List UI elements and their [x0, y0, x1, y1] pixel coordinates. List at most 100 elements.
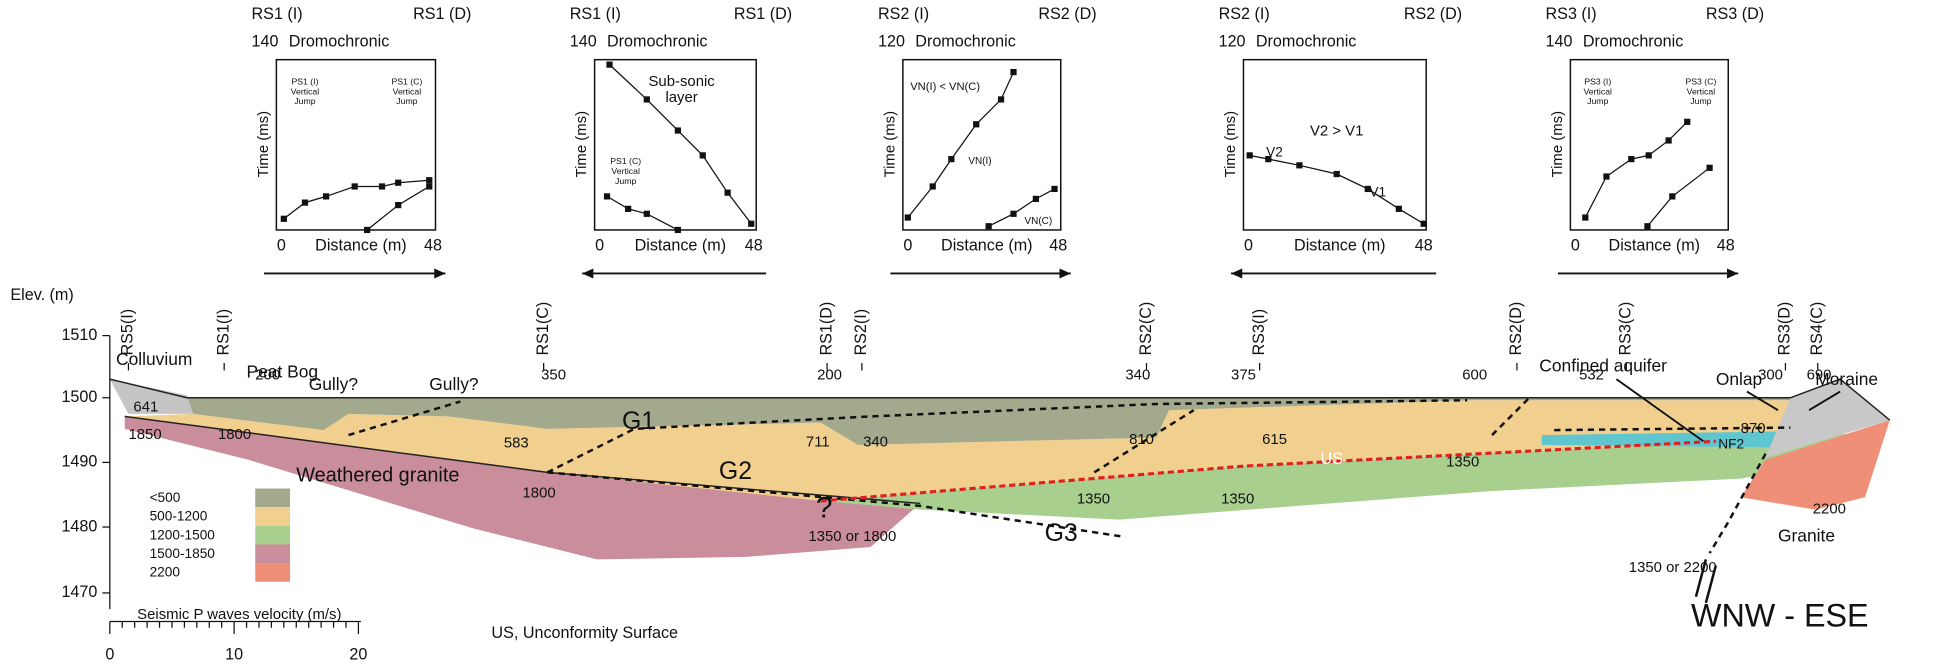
travel-time-point: [948, 156, 954, 162]
arrow-head: [1727, 268, 1738, 278]
profile-label: RS3(D): [1776, 302, 1794, 356]
inset-note: Sub-sonic: [648, 74, 715, 90]
inset-x0: 0: [595, 236, 604, 254]
velocity-label: 690: [1807, 367, 1832, 383]
travel-time-point: [905, 214, 911, 220]
elevation-tick-label: 1510: [61, 326, 97, 344]
profile-label: RS1(D): [817, 302, 835, 356]
feature-label: Gully?: [309, 374, 359, 394]
velocity-label: 200: [255, 367, 280, 383]
inset-left-label: RS1 (I): [252, 5, 303, 23]
travel-time-point: [395, 202, 401, 208]
inset-ylabel: Time (ms): [1550, 111, 1566, 178]
inset-max: 140: [1546, 33, 1573, 51]
feature-label: Onlap: [1716, 369, 1762, 389]
inset-left-label: RS1 (I): [570, 5, 621, 23]
dromochronic-inset: RS2 (I)RS2 (D)120DromochronicTime (ms)0D…: [878, 5, 1097, 278]
travel-time-point: [1665, 137, 1671, 143]
page: US, Unconformity Surface WNW - ESE Seism…: [0, 0, 1940, 670]
velocity-label: 200: [817, 367, 842, 383]
velocity-label: 300: [1758, 367, 1783, 383]
inset-right-label: RS2 (D): [1038, 5, 1096, 23]
inset-ylabel: Time (ms): [1223, 111, 1239, 178]
inset-note: Jump: [1690, 96, 1711, 106]
travel-time-point: [1033, 196, 1039, 202]
legend-label: 500-1200: [150, 509, 208, 524]
inset-x1: 48: [1049, 236, 1067, 254]
velocity-label: 711: [806, 434, 830, 450]
travel-time-point: [1010, 211, 1016, 217]
inset-note: PS1 (I): [291, 76, 318, 86]
elevation-tick-label: 1470: [61, 583, 97, 601]
profile-label: RS1(I): [214, 309, 232, 356]
travel-time-point: [1582, 214, 1588, 220]
velocity-label: 1350: [1446, 454, 1479, 470]
inset-x0: 0: [903, 236, 912, 254]
direction: WNW - ESE: [1691, 597, 1869, 633]
inset-left-label: RS2 (I): [878, 5, 929, 23]
travel-time-point: [323, 193, 329, 199]
feature-label: Gully?: [429, 374, 479, 394]
inset-x1: 48: [424, 236, 442, 254]
inset-x1: 48: [745, 236, 763, 254]
velocity-label: 600: [1462, 367, 1487, 383]
inset-note: Jump: [615, 176, 636, 186]
feature-label: Granite: [1778, 526, 1835, 546]
velocity-label: 1800: [218, 427, 251, 443]
inset-note: Vertical: [291, 86, 320, 96]
travel-time-point: [1628, 156, 1634, 162]
inset-xlabel: Distance (m): [1609, 236, 1700, 254]
legend-label: 2200: [150, 565, 181, 580]
inset-note: Jump: [294, 96, 315, 106]
inset-xlabel: Distance (m): [1294, 236, 1385, 254]
elevation-tick-label: 1500: [61, 388, 97, 406]
travel-time-point: [281, 216, 287, 222]
arrow-head: [582, 268, 593, 278]
travel-time-point: [426, 177, 432, 183]
geology: [110, 379, 1890, 603]
travel-time-point: [625, 206, 631, 212]
elevation-title: Elev. (m): [10, 286, 73, 304]
feature-label: Weathered granite: [296, 464, 459, 486]
inset-note: VN(I): [968, 156, 991, 167]
legend-swatch: [255, 544, 290, 563]
inset-note: Vertical: [611, 166, 640, 176]
inset-max: 120: [1219, 33, 1246, 51]
cross-section-figure: US, Unconformity Surface WNW - ESE Seism…: [0, 0, 1940, 670]
inset-max: 120: [878, 33, 905, 51]
travel-time-point: [1334, 171, 1340, 177]
inset-right-label: RS1 (D): [734, 5, 792, 23]
inset-note: V2 > V1: [1310, 124, 1363, 140]
arrow-head: [1231, 268, 1242, 278]
elevation-tick-label: 1490: [61, 453, 97, 471]
velocity-label: 340: [1125, 367, 1150, 383]
scale-tick-label: 10: [225, 645, 243, 663]
velocity-label: 1800: [523, 485, 556, 501]
inset-note: PS1 (C): [391, 76, 422, 86]
inset-x0: 0: [1244, 236, 1253, 254]
inset-right-label: RS3 (D): [1706, 5, 1764, 23]
inset-note: Vertical: [1687, 86, 1716, 96]
travel-time-point: [606, 62, 612, 68]
travel-time-point: [352, 183, 358, 189]
inset-note: Vertical: [393, 86, 422, 96]
velocity-label: 1350: [1221, 492, 1254, 508]
inset-note: PS3 (C): [1685, 76, 1716, 86]
travel-time-point: [1603, 173, 1609, 179]
legend-swatch: [255, 563, 290, 582]
legend-title: Seismic P waves velocity (m/s): [137, 607, 341, 623]
inset-max: 140: [570, 33, 597, 51]
profile-label: RS3(I): [1250, 309, 1268, 356]
travel-time-point: [364, 227, 370, 233]
legend-swatch: [255, 507, 290, 526]
travel-time-point: [700, 152, 706, 158]
travel-time-point: [1051, 186, 1057, 192]
travel-time-point: [675, 227, 681, 233]
inset-kind: Dromochronic: [607, 33, 707, 51]
legend-swatch: [255, 526, 290, 545]
inset-kind: Dromochronic: [915, 33, 1015, 51]
travel-time-point: [1669, 193, 1675, 199]
inset-xlabel: Distance (m): [635, 236, 726, 254]
feature-label: G2: [719, 457, 752, 485]
